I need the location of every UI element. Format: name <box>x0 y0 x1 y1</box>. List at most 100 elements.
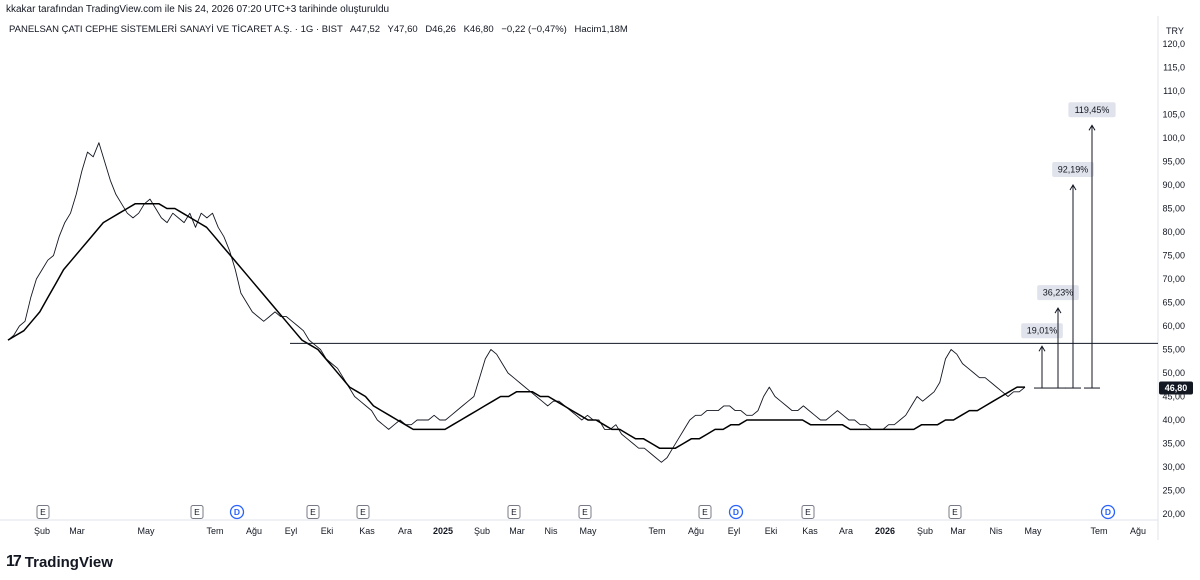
currency-label: TRY <box>1166 26 1184 36</box>
y-tick-label: 50,00 <box>1162 368 1185 378</box>
earnings-icon <box>698 505 712 519</box>
dividend-icon <box>728 504 744 520</box>
earnings-icon-label: E <box>582 507 588 517</box>
target-label: 119,45% <box>1075 105 1110 115</box>
time-axis[interactable]: Şub Mar May Tem Ağu Eyl Eki Kas Ara 2025 Şub Mar Nis… <box>34 526 1146 536</box>
x-tick-label: Eki <box>321 526 334 536</box>
x-tick-label: Nis <box>990 526 1003 536</box>
earnings-icon <box>306 505 320 519</box>
x-tick-label: Tem <box>206 526 223 536</box>
low-value: D46,26 <box>425 24 456 35</box>
earnings-icon-label: E <box>952 507 958 517</box>
x-tick-label: Nis <box>545 526 558 536</box>
price-axis[interactable]: 20,00 25,00 30,00 35,00 40,00 45,00 50,00 55,00… <box>1162 39 1185 519</box>
y-tick-label: 120,0 <box>1162 39 1185 49</box>
price-line <box>7 142 1026 463</box>
earnings-icon-label: E <box>511 507 517 517</box>
x-tick-label: Kas <box>359 526 375 536</box>
x-tick-label: 2025 <box>433 526 453 536</box>
x-tick-label: 2026 <box>875 526 895 536</box>
dividend-icon-label: D <box>1105 507 1111 517</box>
target-arrow-head <box>1069 184 1077 191</box>
earnings-icon-label: E <box>702 507 708 517</box>
earnings-icon-label: E <box>360 507 366 517</box>
last-price-label: 46,80 <box>1159 381 1193 395</box>
y-tick-label: 55,00 <box>1162 345 1185 355</box>
earnings-icon-label: E <box>194 507 200 517</box>
tradingview-logo-text: TradingView <box>24 553 113 571</box>
target-arrow-head <box>1038 345 1046 352</box>
close-value: K46,80 <box>463 24 494 35</box>
moving-average-line <box>7 203 1025 449</box>
tradingview-logo[interactable]: 17 TradingView <box>6 553 113 571</box>
target-layer: 19,01% 36,23% 92,19% 119,45% <box>1021 102 1116 389</box>
dividend-icon-label: D <box>733 507 739 517</box>
target-label-bg <box>1037 285 1079 301</box>
x-tick-label: Eyl <box>728 526 741 536</box>
y-tick-label: 95,00 <box>1162 157 1185 167</box>
y-tick-label: 85,00 <box>1162 204 1185 214</box>
target-arrow-head <box>1088 124 1096 131</box>
earnings-icon <box>578 505 592 519</box>
volume-value: Hacim1,18M <box>574 24 628 35</box>
x-tick-label: May <box>1024 526 1042 536</box>
x-tick-label: Ağu <box>246 526 262 536</box>
last-price-bg <box>1159 381 1193 395</box>
dividend-icon <box>229 504 245 520</box>
target-arrow-head <box>1054 307 1062 314</box>
target-label: 19,01% <box>1027 326 1058 336</box>
target-label-bg <box>1021 323 1063 339</box>
y-tick-label: 70,00 <box>1162 274 1185 284</box>
y-tick-label: 35,00 <box>1162 439 1185 449</box>
last-price-value: 46,80 <box>1165 383 1188 393</box>
y-tick-label: 110,0 <box>1163 86 1185 96</box>
x-tick-label: Mar <box>69 526 85 536</box>
series-layer <box>7 142 1158 463</box>
earnings-icon-label: E <box>310 507 316 517</box>
x-tick-label: Eki <box>765 526 778 536</box>
x-tick-label: May <box>137 526 155 536</box>
target-label: 92,19% <box>1058 165 1089 175</box>
x-tick-label: Ara <box>839 526 853 536</box>
x-tick-label: May <box>579 526 597 536</box>
y-tick-label: 30,00 <box>1162 462 1185 472</box>
earnings-icon <box>356 505 370 519</box>
x-tick-label: Mar <box>509 526 525 536</box>
target-label-bg <box>1068 102 1116 118</box>
y-tick-label: 25,00 <box>1162 486 1185 496</box>
target-label-bg <box>1052 162 1094 177</box>
y-tick-label: 90,00 <box>1162 180 1185 190</box>
y-tick-label: 65,00 <box>1162 298 1185 308</box>
symbol-name[interactable]: PANELSAN ÇATI CEPHE SİSTEMLERİ SANAYİ VE… <box>9 24 343 35</box>
earnings-icon <box>36 505 50 519</box>
x-tick-label: Ağu <box>688 526 704 536</box>
high-value: Y47,60 <box>387 24 418 35</box>
y-tick-label: 45,00 <box>1162 392 1185 402</box>
dividend-icon <box>1100 504 1116 520</box>
y-tick-label: 100,0 <box>1162 133 1185 143</box>
x-tick-label: Ağu <box>1130 526 1146 536</box>
change-value: −0,22 (−0,47%) <box>501 24 567 35</box>
x-tick-label: Şub <box>917 526 933 536</box>
x-tick-label: Şub <box>474 526 490 536</box>
x-tick-label: Eyl <box>285 526 298 536</box>
y-tick-label: 105,0 <box>1162 110 1185 120</box>
earnings-icon-label: E <box>40 507 46 517</box>
earnings-icon <box>190 505 204 519</box>
y-tick-label: 40,00 <box>1162 415 1185 425</box>
x-tick-label: Tem <box>1090 526 1107 536</box>
y-tick-label: 75,00 <box>1162 251 1185 261</box>
x-tick-label: Mar <box>950 526 966 536</box>
y-tick-label: 115,0 <box>1163 63 1185 73</box>
x-tick-label: Şub <box>34 526 50 536</box>
open-value: A47,52 <box>349 24 381 35</box>
earnings-icon <box>507 505 521 519</box>
x-tick-label: Kas <box>802 526 818 536</box>
target-label: 36,23% <box>1043 288 1074 298</box>
symbol-info: PANELSAN ÇATI CEPHE SİSTEMLERİ SANAYİ VE… <box>9 24 633 35</box>
dividend-icon-label: D <box>234 507 240 517</box>
x-tick-label: Ara <box>398 526 412 536</box>
y-tick-label: 80,00 <box>1162 227 1185 237</box>
